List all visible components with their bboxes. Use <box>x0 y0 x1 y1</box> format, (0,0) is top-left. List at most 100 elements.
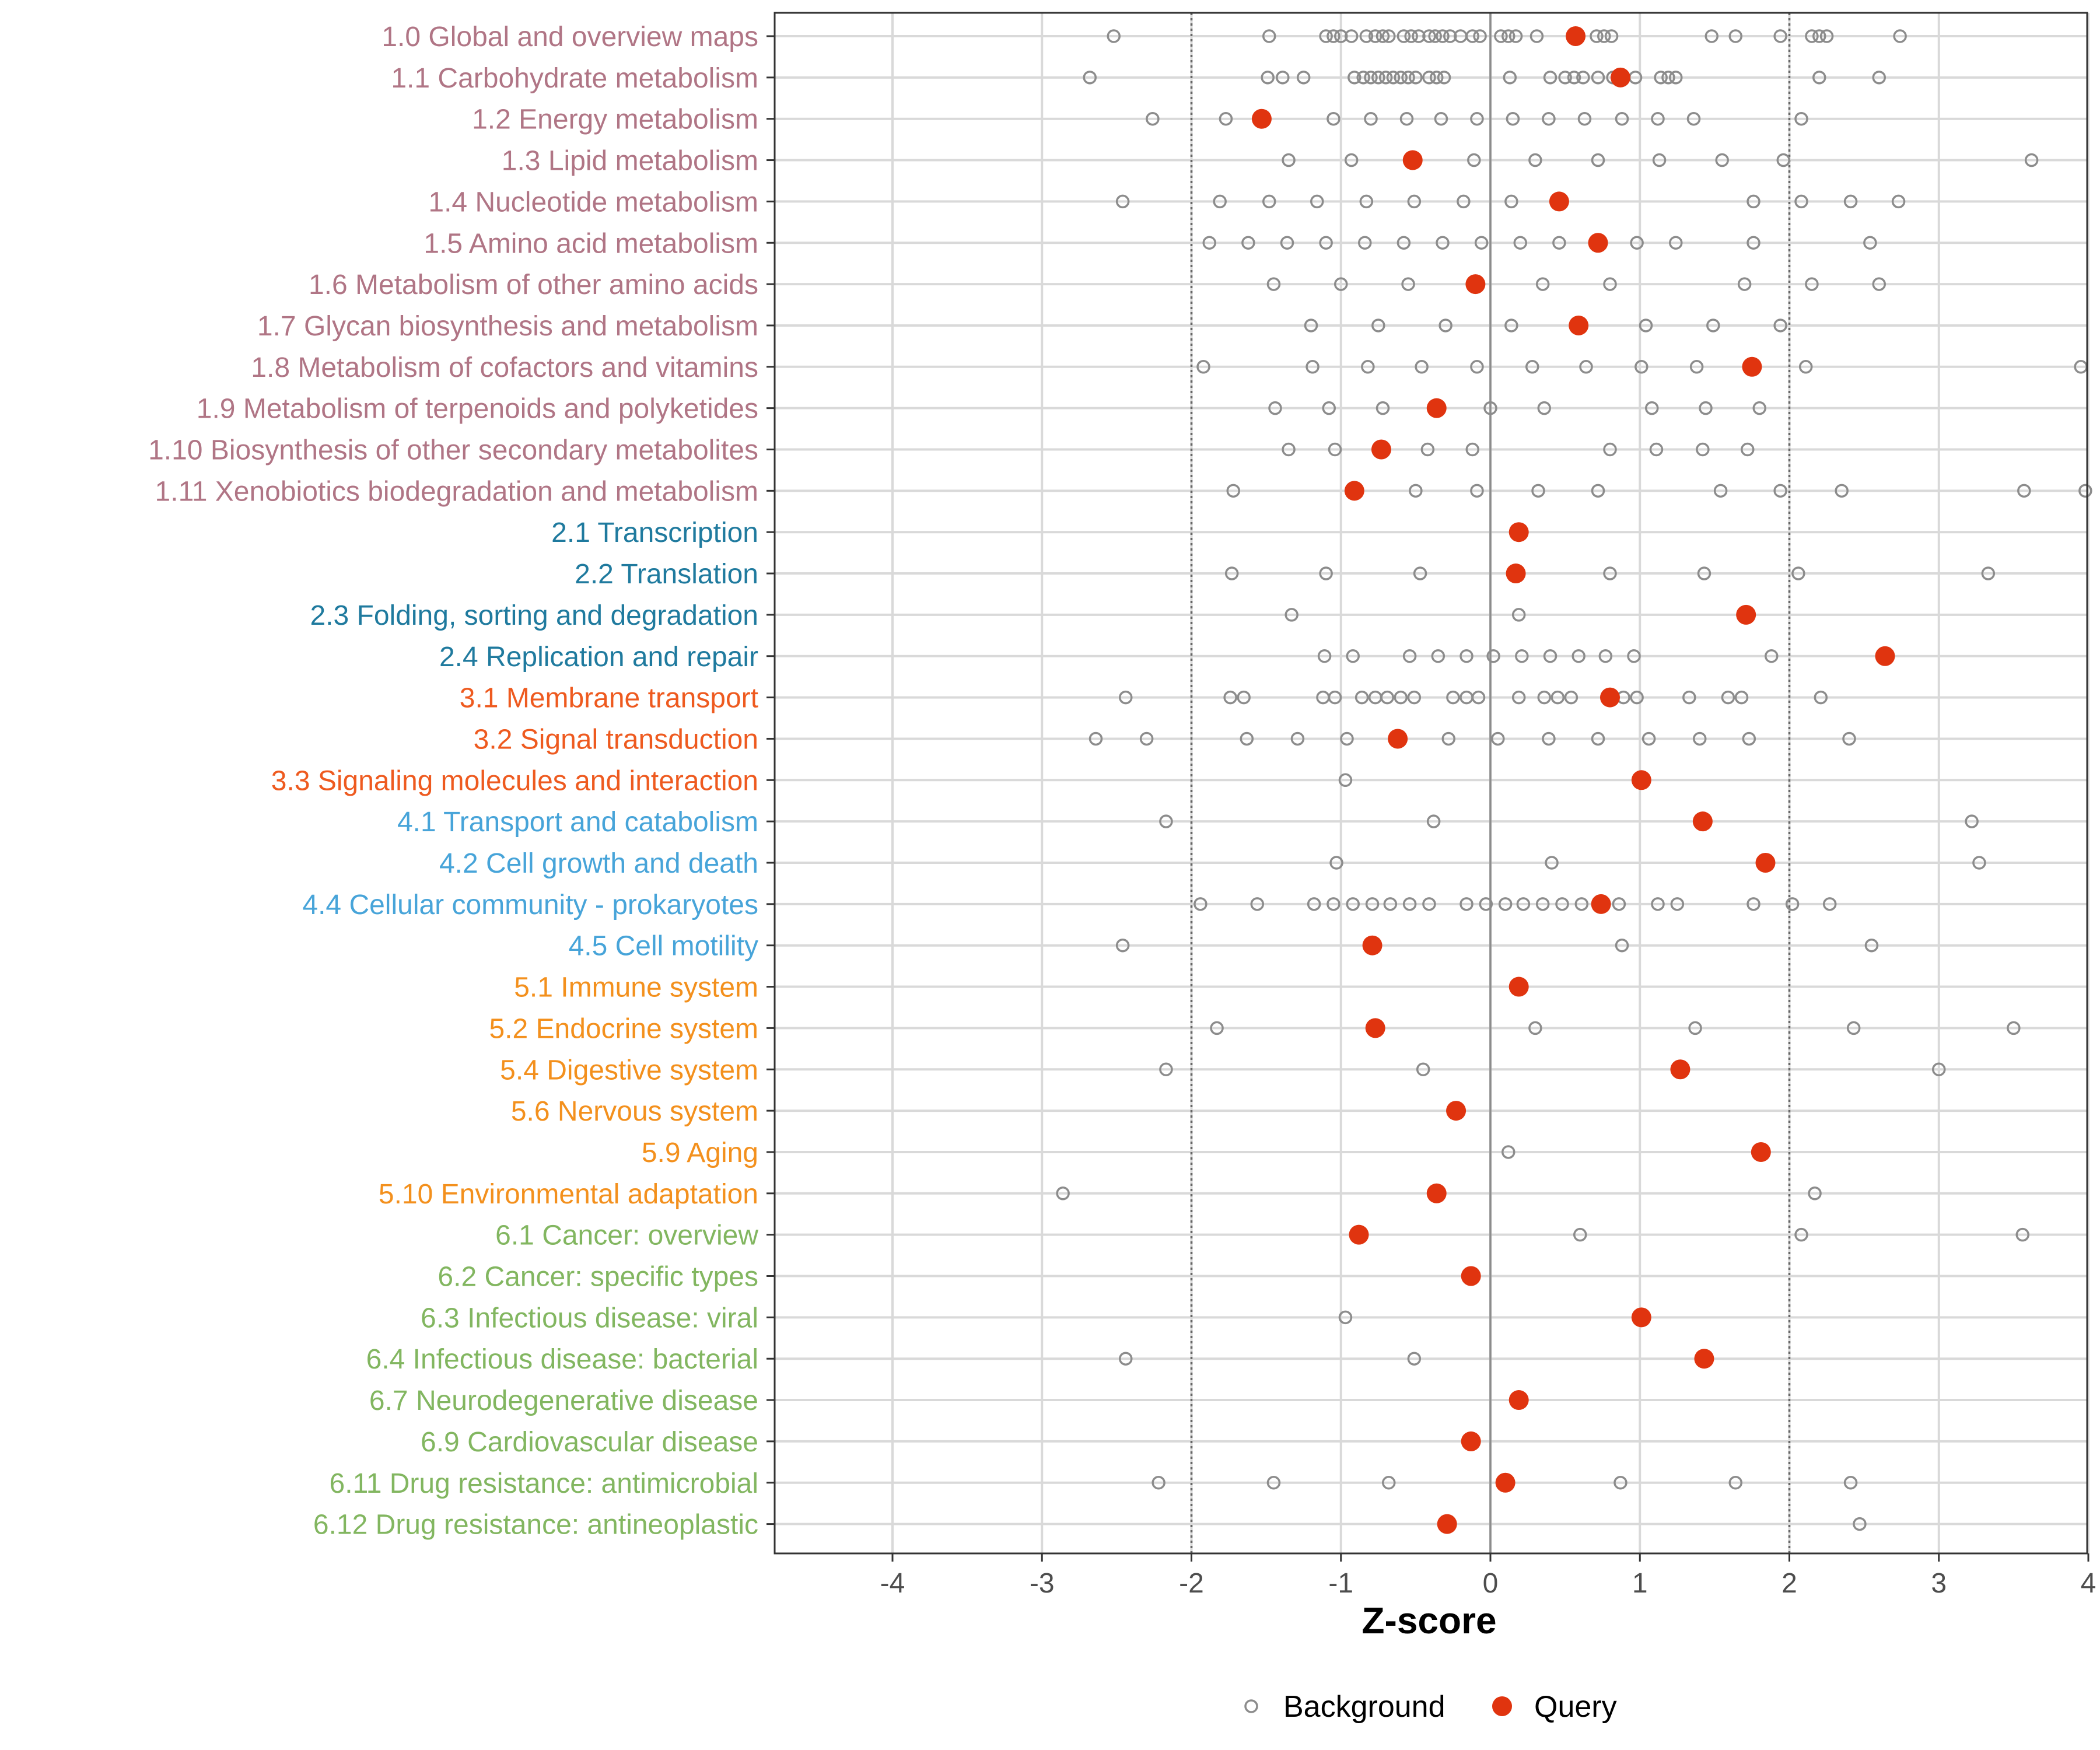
background-point <box>1404 29 1418 43</box>
background-point <box>1319 29 1333 43</box>
background-point <box>1652 153 1667 167</box>
background-point <box>1319 236 1333 250</box>
query-point <box>1736 604 1756 625</box>
background-point <box>1669 71 1683 85</box>
query-point <box>1508 522 1529 542</box>
background-point <box>1428 29 1442 43</box>
background-point <box>1394 690 1408 705</box>
background-point <box>2017 484 2031 498</box>
query-point <box>1755 853 1776 873</box>
query-point <box>1670 1059 1690 1080</box>
category-label: 1.3 Lipid metabolism <box>502 146 758 177</box>
background-point <box>1545 856 1559 870</box>
background-point <box>1822 897 1837 911</box>
background-point <box>1266 1476 1281 1490</box>
background-point <box>1365 897 1380 911</box>
category-label: 1.8 Metabolism of cofactors and vitamins <box>251 352 758 383</box>
background-point <box>1402 897 1417 911</box>
background-point <box>1706 318 1720 332</box>
background-point <box>1282 442 1296 457</box>
background-point <box>1340 732 1354 746</box>
background-point <box>1746 897 1760 911</box>
background-point <box>1791 566 1805 580</box>
background-point <box>1322 401 1336 415</box>
category-label: 1.11 Xenobiotics biodegradation and meta… <box>155 476 758 507</box>
background-point <box>1688 1021 1702 1035</box>
category-label: 1.6 Metabolism of other amino acids <box>309 270 758 300</box>
x-tick-label: 0 <box>1483 1568 1499 1599</box>
background-point <box>1785 897 1800 911</box>
background-point <box>1614 1476 1628 1490</box>
background-point <box>1241 236 1255 250</box>
background-point <box>1399 111 1414 126</box>
category-label: 3.2 Signal transduction <box>474 724 758 755</box>
background-point <box>1603 277 1617 291</box>
background-point <box>1630 690 1644 705</box>
background-point <box>1401 71 1415 85</box>
background-point <box>1550 690 1565 705</box>
background-point <box>1491 732 1505 746</box>
background-point <box>1483 401 1497 415</box>
background-point <box>1310 194 1324 209</box>
background-point <box>1119 1352 1133 1366</box>
background-point <box>1773 29 1787 43</box>
background-point <box>1276 71 1290 85</box>
background-point <box>1470 360 1484 374</box>
query-point <box>1426 1183 1447 1203</box>
background-point <box>1266 277 1281 291</box>
background-point <box>1773 484 1787 498</box>
background-point <box>1224 566 1239 580</box>
background-point <box>1891 194 1906 209</box>
background-point <box>1396 29 1411 43</box>
background-point <box>1742 732 1756 746</box>
background-point <box>1146 111 1160 126</box>
background-point <box>1615 111 1629 126</box>
query-point <box>1694 1349 1714 1369</box>
query-point <box>1402 150 1423 170</box>
background-point <box>1304 318 1318 332</box>
x-tick-label: 3 <box>1931 1568 1947 1599</box>
background-point <box>1863 236 1877 250</box>
background-point <box>1328 690 1342 705</box>
background-point <box>1573 1227 1587 1242</box>
background-point <box>1383 897 1398 911</box>
category-labels: 1.0 Global and overview maps 1.1 Carbohyd… <box>148 22 758 1541</box>
background-point <box>1752 401 1766 415</box>
background-point <box>1498 897 1513 911</box>
background-point <box>1516 897 1531 911</box>
background-point <box>1597 29 1611 43</box>
background-point <box>1467 153 1481 167</box>
background-point <box>1159 814 1173 828</box>
background-point <box>1422 71 1436 85</box>
background-point <box>1409 71 1423 85</box>
background-point <box>1503 71 1517 85</box>
background-point <box>1508 29 1523 43</box>
background-point <box>1378 71 1393 85</box>
background-point <box>1805 277 1819 291</box>
background-point <box>1530 29 1544 43</box>
category-label: 2.4 Replication and repair <box>439 642 758 673</box>
background-point <box>1196 360 1210 374</box>
x-tick-label: 1 <box>1632 1568 1648 1599</box>
category-label: 3.1 Membrane transport <box>460 683 758 714</box>
background-point <box>1290 732 1305 746</box>
background-point <box>1746 236 1760 250</box>
background-point <box>1591 484 1605 498</box>
legend-background-label: Background <box>1283 1690 1446 1724</box>
query-point <box>1506 564 1526 584</box>
background-point <box>1446 690 1460 705</box>
query-point <box>1600 687 1620 708</box>
background-point <box>1237 690 1251 705</box>
background-point <box>1812 29 1826 43</box>
query-point <box>1610 67 1630 88</box>
background-point <box>1642 732 1656 746</box>
x-tick-label: 2 <box>1782 1568 1797 1599</box>
background-point <box>1422 29 1436 43</box>
background-point <box>1853 1517 1867 1531</box>
background-point <box>1577 111 1592 126</box>
background-point <box>1371 71 1385 85</box>
query-point <box>1569 315 1589 335</box>
background-point <box>1504 194 1518 209</box>
background-point <box>1326 29 1340 43</box>
background-point <box>1835 484 1849 498</box>
